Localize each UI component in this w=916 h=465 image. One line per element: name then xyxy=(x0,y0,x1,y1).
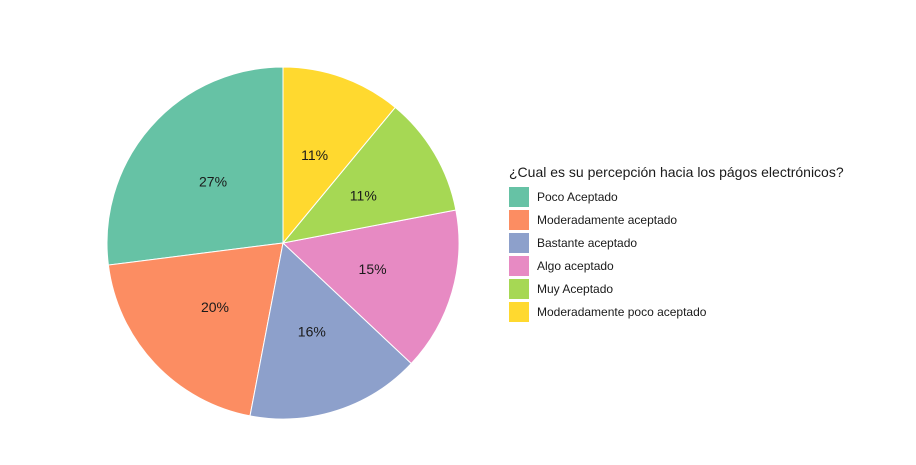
legend-label: Moderadamente aceptado xyxy=(537,212,678,227)
legend-label: Moderadamente poco aceptado xyxy=(537,304,707,319)
pie-slice xyxy=(106,66,284,266)
slice-percent-label: 20% xyxy=(201,299,229,315)
pie-slice xyxy=(249,242,413,420)
legend-label: Bastante aceptado xyxy=(537,235,638,250)
legend-swatch xyxy=(509,186,529,207)
slice-percent-label: 11% xyxy=(350,188,377,204)
slice-percent-label: 27% xyxy=(199,173,227,189)
slice-percent-label: 15% xyxy=(359,261,387,277)
legend-item-moderadamente-poco-aceptado: Moderadamente poco aceptado xyxy=(509,300,844,323)
legend-item-moderadamente-aceptado: Moderadamente aceptado xyxy=(509,208,844,231)
slice-percent-label: 16% xyxy=(298,324,326,340)
legend-swatch xyxy=(509,255,529,276)
legend-swatch xyxy=(509,209,529,230)
pie-slice xyxy=(282,66,396,245)
pie-slice xyxy=(107,242,284,417)
pie-slice xyxy=(281,209,460,365)
legend-item-poco-aceptado: Poco Aceptado xyxy=(509,185,844,208)
legend-swatch xyxy=(509,278,529,299)
legend: ¿Cual es su percepción hacia los págos e… xyxy=(509,164,844,323)
legend-title: ¿Cual es su percepción hacia los págos e… xyxy=(509,164,844,180)
legend-item-muy-aceptado: Muy Aceptado xyxy=(509,277,844,300)
legend-item-bastante-aceptado: Bastante aceptado xyxy=(509,231,844,254)
pie-slice xyxy=(281,106,457,244)
legend-swatch xyxy=(509,232,529,253)
legend-label: Muy Aceptado xyxy=(537,281,614,296)
slice-percent-label: 11% xyxy=(301,147,328,163)
legend-item-algo-aceptado: Algo aceptado xyxy=(509,254,844,277)
legend-label: Poco Aceptado xyxy=(537,189,618,204)
legend-label: Algo aceptado xyxy=(537,258,614,273)
legend-swatch xyxy=(509,301,529,322)
